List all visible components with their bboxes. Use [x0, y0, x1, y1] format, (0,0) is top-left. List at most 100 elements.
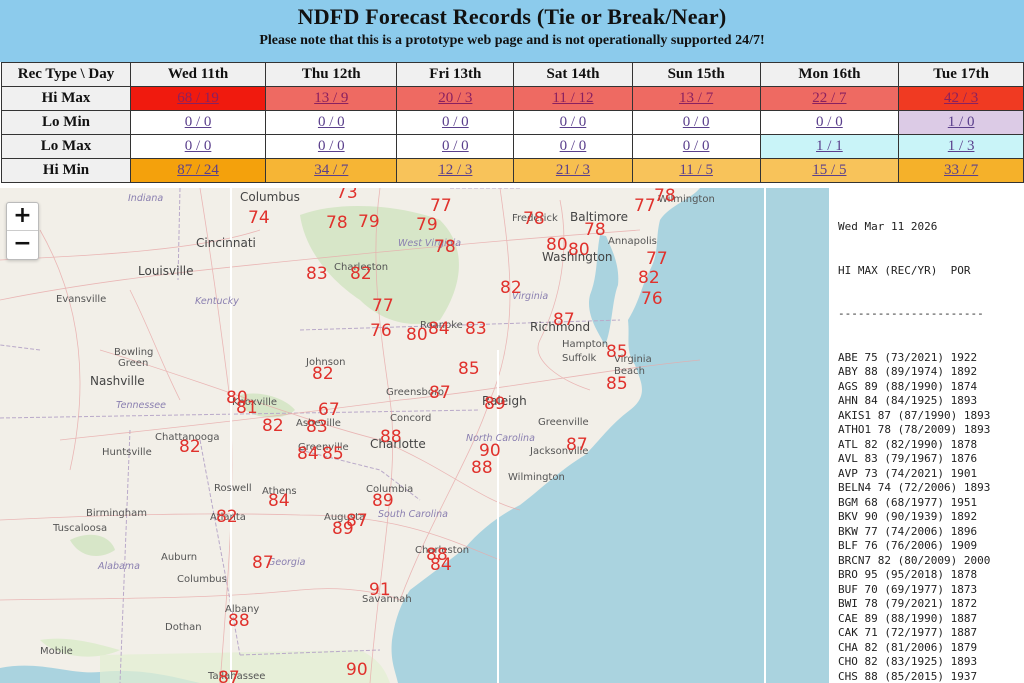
record-count-link[interactable]: 34 / 7 [314, 162, 349, 178]
city-label: Greenville [298, 442, 349, 453]
record-count-link[interactable]: 20 / 3 [438, 90, 473, 106]
forecast-high-marker[interactable]: 83 [306, 264, 328, 284]
zoom-in-button[interactable]: + [13, 203, 32, 228]
forecast-high-marker[interactable]: 76 [370, 321, 392, 341]
record-count-link[interactable]: 1 / 0 [947, 114, 975, 130]
record-count-link[interactable]: 11 / 5 [679, 162, 713, 178]
record-cell: 0 / 0 [265, 110, 398, 135]
record-count-link[interactable]: 15 / 5 [812, 162, 847, 178]
forecast-high-marker[interactable]: 80 [226, 388, 248, 408]
city-label: Columbia [366, 484, 414, 495]
forecast-high-marker[interactable]: 85 [606, 374, 628, 394]
zoom-out-button[interactable]: − [7, 230, 38, 258]
forecast-high-marker[interactable]: 90 [479, 441, 501, 461]
station-record-line: AKIS1 87 (87/1990) 1893 [838, 408, 991, 422]
forecast-high-marker[interactable]: 77 [430, 196, 452, 216]
record-cell: 0 / 0 [631, 134, 761, 159]
forecast-high-marker[interactable]: 85 [606, 342, 628, 362]
record-count-link[interactable]: 0 / 0 [559, 114, 587, 130]
forecast-high-marker[interactable]: 82 [638, 268, 660, 288]
record-count-link[interactable]: 12 / 3 [438, 162, 473, 178]
forecast-high-marker[interactable]: 84 [297, 444, 319, 464]
forecast-high-marker[interactable]: 81 [236, 398, 258, 418]
record-count-link[interactable]: 0 / 0 [317, 138, 345, 154]
forecast-high-marker[interactable]: 87 [218, 668, 240, 683]
forecast-high-marker[interactable]: 82 [262, 416, 284, 436]
record-count-link[interactable]: 68 / 19 [177, 90, 219, 106]
forecast-high-marker[interactable]: 82 [350, 264, 372, 284]
record-count-link[interactable]: 87 / 24 [177, 162, 219, 178]
record-count-link[interactable]: 11 / 12 [552, 90, 594, 106]
forecast-high-marker[interactable]: 78 [434, 237, 456, 257]
record-count-link[interactable]: 0 / 0 [816, 114, 843, 130]
forecast-high-marker[interactable]: 90 [346, 660, 368, 680]
forecast-high-marker[interactable]: 87 [566, 435, 588, 455]
forecast-high-marker[interactable]: 89 [484, 394, 506, 414]
forecast-high-marker[interactable]: 82 [500, 278, 522, 298]
forecast-high-marker[interactable]: 80 [568, 240, 590, 260]
forecast-high-marker[interactable]: 87 [346, 511, 368, 531]
record-cell: 11 / 12 [513, 86, 633, 111]
record-count-link[interactable]: 0 / 0 [682, 114, 710, 130]
forecast-high-marker[interactable]: 84 [428, 319, 450, 339]
forecast-high-marker[interactable]: 85 [458, 359, 480, 379]
forecast-high-marker[interactable]: 88 [471, 458, 493, 478]
record-count-link[interactable]: 0 / 0 [682, 138, 710, 154]
record-count-link[interactable]: 0 / 0 [184, 114, 212, 130]
forecast-high-marker[interactable]: 83 [465, 319, 487, 339]
forecast-high-marker[interactable]: 77 [372, 296, 394, 316]
forecast-high-marker[interactable]: 87 [252, 553, 274, 573]
forecast-map[interactable]: + − Indiana Kentucky West Virginia Virginia… [0, 188, 829, 683]
forecast-high-marker[interactable]: 74 [248, 208, 270, 228]
forecast-high-marker[interactable]: 76 [641, 289, 663, 309]
record-count-link[interactable]: 0 / 0 [559, 138, 587, 154]
record-count-link[interactable]: 33 / 7 [944, 162, 979, 178]
record-count-link[interactable]: 0 / 0 [441, 138, 469, 154]
forecast-high-marker[interactable]: 84 [430, 555, 452, 575]
record-count-link[interactable]: 13 / 9 [314, 90, 349, 106]
forecast-high-marker[interactable]: 79 [358, 212, 380, 232]
record-count-link[interactable]: 0 / 0 [317, 114, 345, 130]
record-count-link[interactable]: 0 / 0 [441, 114, 469, 130]
city-label: Atlanta [210, 512, 246, 523]
forecast-high-marker[interactable]: 91 [369, 580, 391, 600]
forecast-high-marker[interactable]: 82 [179, 437, 201, 457]
forecast-high-marker[interactable]: 80 [546, 235, 568, 255]
panel-heading: HI MAX (REC/YR) POR [838, 263, 971, 277]
city-label: Chattanooga [155, 432, 220, 443]
forecast-high-marker[interactable]: 83 [306, 417, 328, 437]
record-count-link[interactable]: 21 / 3 [555, 162, 591, 178]
forecast-high-marker[interactable]: 78 [523, 209, 545, 229]
record-count-link[interactable]: 1 / 3 [947, 138, 975, 154]
forecast-high-marker[interactable]: 73 [336, 188, 358, 203]
forecast-high-marker[interactable]: 77 [634, 196, 656, 216]
forecast-high-marker[interactable]: 82 [216, 507, 238, 527]
forecast-high-marker[interactable]: 82 [312, 364, 334, 384]
forecast-high-marker[interactable]: 78 [654, 188, 676, 206]
forecast-high-marker[interactable]: 87 [429, 383, 451, 403]
record-count-link[interactable]: 1 / 1 [816, 138, 843, 154]
forecast-high-marker[interactable]: 80 [406, 325, 428, 345]
forecast-high-marker[interactable]: 79 [416, 215, 438, 235]
forecast-high-marker[interactable]: 87 [553, 310, 575, 330]
forecast-high-marker[interactable]: 89 [372, 491, 394, 511]
forecast-high-marker[interactable]: 89 [332, 519, 354, 539]
record-count-link[interactable]: 0 / 0 [184, 138, 212, 154]
city-label: Baltimore [570, 210, 629, 224]
record-count-link[interactable]: 13 / 7 [679, 90, 714, 106]
forecast-high-marker[interactable]: 88 [426, 545, 448, 565]
city-label: Evansville [56, 294, 107, 305]
forecast-high-marker[interactable]: 85 [322, 444, 344, 464]
record-count-link[interactable]: 22 / 7 [812, 90, 847, 106]
forecast-high-marker[interactable]: 67 [318, 400, 340, 420]
forecast-high-marker[interactable]: 88 [228, 611, 250, 631]
station-record-line: CHO 82 (83/1925) 1893 [838, 655, 978, 668]
forecast-high-marker[interactable]: 88 [380, 427, 402, 447]
forecast-high-marker[interactable]: 84 [268, 491, 290, 511]
city-label: Asheville [296, 418, 341, 429]
forecast-high-marker[interactable]: 78 [326, 213, 348, 233]
day-header: Wed 11th [129, 62, 267, 87]
forecast-high-marker[interactable]: 78 [584, 220, 606, 240]
record-count-link[interactable]: 42 / 3 [944, 90, 979, 106]
forecast-high-marker[interactable]: 77 [646, 249, 668, 269]
